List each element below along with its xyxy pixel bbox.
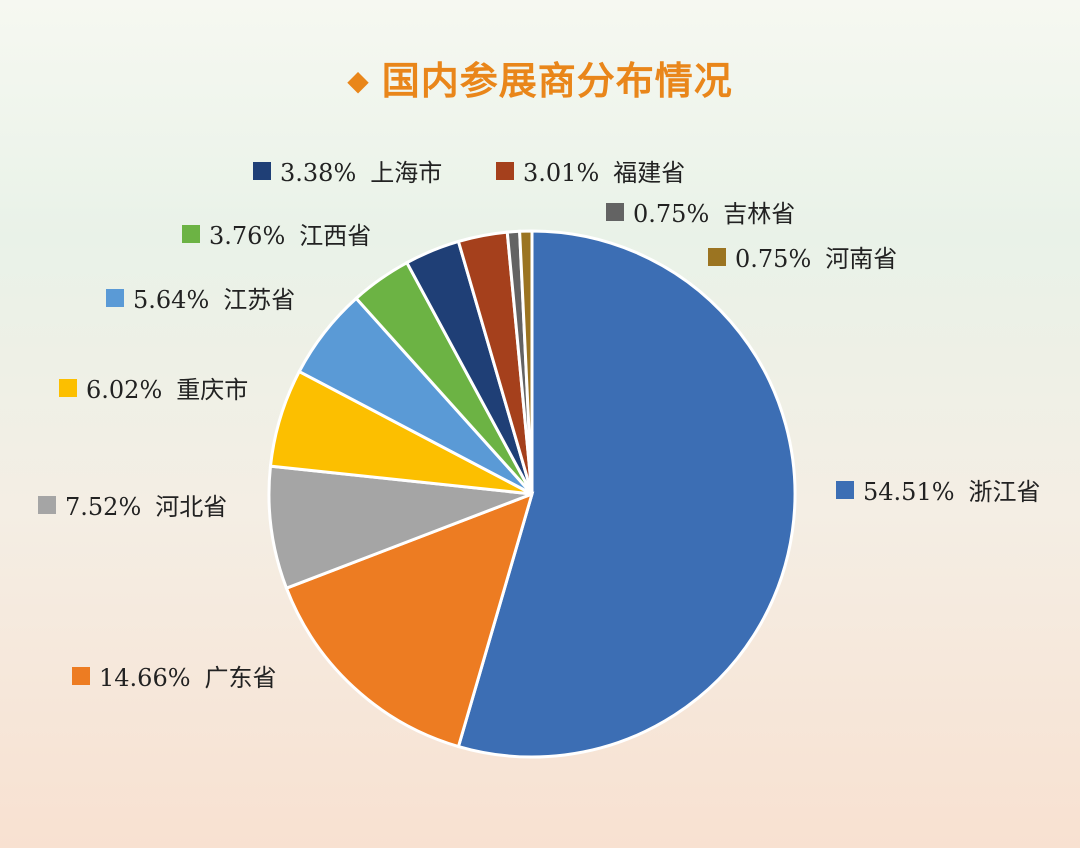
slice-label-2: 7.52% 河北省: [65, 493, 227, 521]
pie-slice-0: [456, 229, 797, 759]
pie-slice-2: [267, 464, 533, 591]
slice-percent: 14.66%: [99, 664, 191, 692]
slice-name: 广东省: [205, 664, 277, 692]
slice-name: 河北省: [155, 493, 227, 521]
slice-name: 上海市: [370, 159, 442, 187]
legend-marker-0: [836, 481, 854, 499]
slice-label-1: 14.66% 广东省: [99, 664, 277, 692]
legend-marker-8: [606, 203, 624, 221]
pie-slice-1: [284, 491, 535, 749]
slice-label-4: 5.64% 江苏省: [133, 286, 295, 314]
slice-name: 河南省: [825, 245, 897, 273]
slice-label-7: 3.01% 福建省: [523, 159, 685, 187]
slice-label-0: 54.51% 浙江省: [863, 478, 1041, 506]
legend-marker-1: [72, 667, 90, 685]
legend-marker-3: [59, 379, 77, 397]
slice-percent: 7.52%: [65, 493, 141, 521]
slice-label-5: 3.76% 江西省: [209, 222, 371, 250]
slice-percent: 3.01%: [523, 159, 599, 187]
slice-percent: 0.75%: [735, 245, 811, 273]
slice-name: 福建省: [613, 159, 685, 187]
slice-name: 江苏省: [223, 286, 295, 314]
pie-slice-9: [518, 229, 534, 495]
slice-label-8: 0.75% 吉林省: [633, 200, 795, 228]
legend-marker-4: [106, 289, 124, 307]
slice-name: 吉林省: [723, 200, 795, 228]
legend-marker-9: [708, 248, 726, 266]
slice-percent: 0.75%: [633, 200, 709, 228]
slice-percent: 54.51%: [863, 478, 955, 506]
diamond-icon: ◆: [347, 64, 370, 97]
chart-title: ◆ 国内参展商分布情况: [0, 50, 1080, 105]
legend-marker-2: [38, 496, 56, 514]
slice-percent: 3.76%: [209, 222, 285, 250]
slice-label-9: 0.75% 河南省: [735, 245, 897, 273]
slice-percent: 3.38%: [280, 159, 356, 187]
slice-percent: 6.02%: [86, 376, 162, 404]
legend-marker-5: [182, 225, 200, 243]
chart-title-text: 国内参展商分布情况: [381, 59, 733, 103]
legend-marker-7: [496, 162, 514, 180]
legend-marker-6: [253, 162, 271, 180]
slice-percent: 5.64%: [133, 286, 209, 314]
slice-label-3: 6.02% 重庆市: [86, 376, 248, 404]
slice-name: 江西省: [299, 222, 371, 250]
slice-name: 浙江省: [969, 478, 1041, 506]
slice-label-6: 3.38% 上海市: [280, 159, 442, 187]
slice-name: 重庆市: [176, 376, 248, 404]
